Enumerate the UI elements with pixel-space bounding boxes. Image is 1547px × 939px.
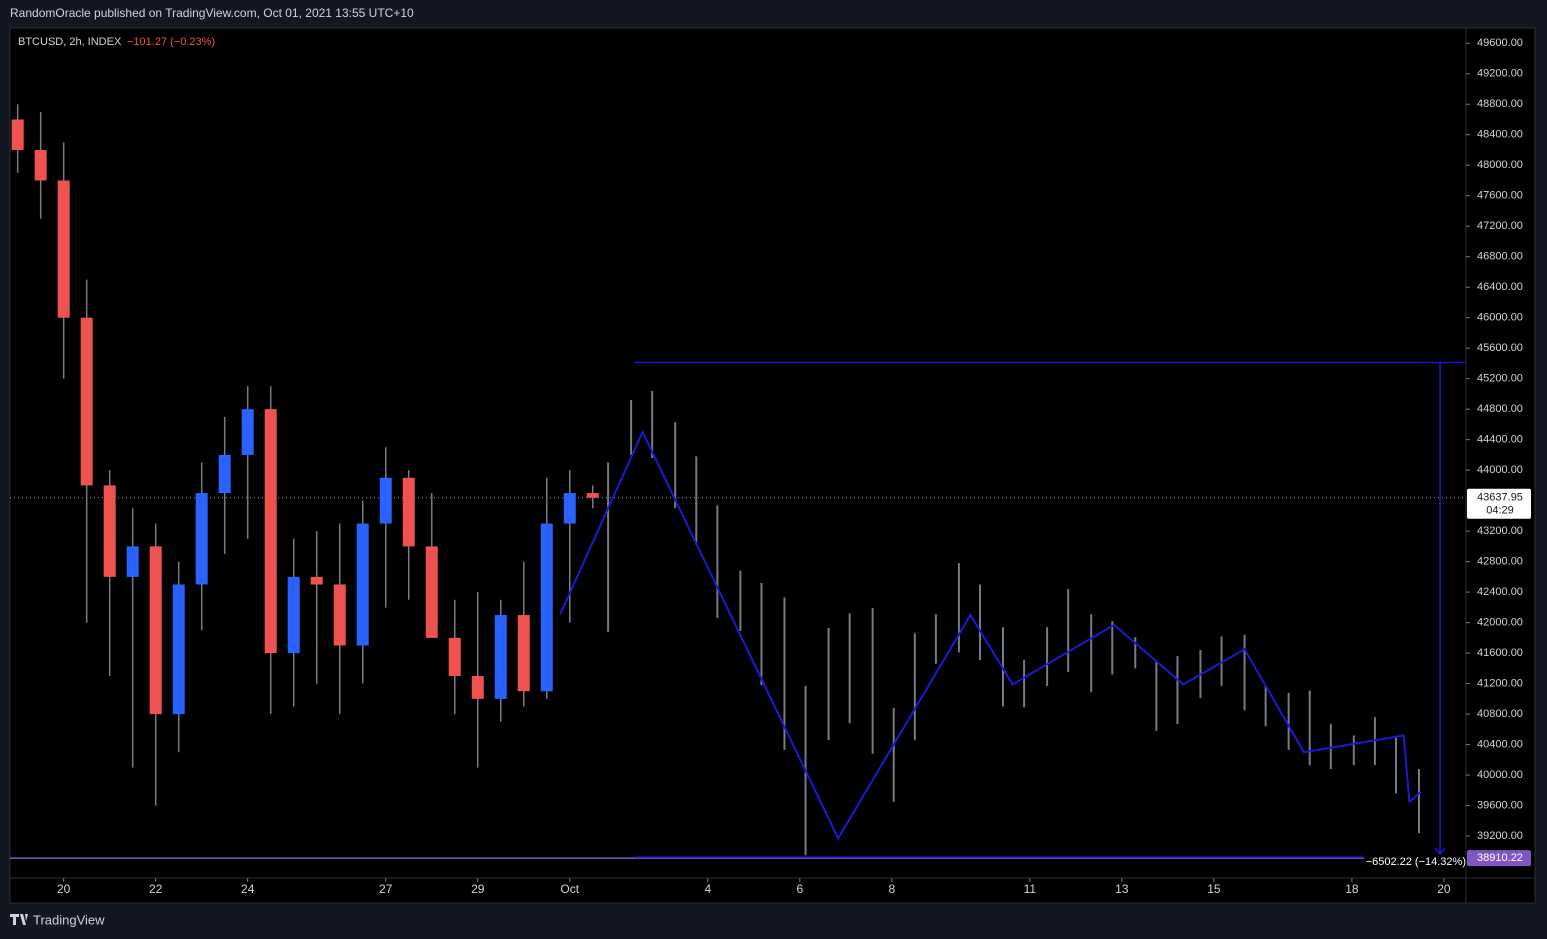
y-tick-label: 46800.00 bbox=[1477, 251, 1523, 263]
candle-body bbox=[195, 493, 208, 585]
x-tick-label: 27 bbox=[379, 882, 393, 896]
x-tick-label: 8 bbox=[888, 882, 895, 896]
logo bbox=[10, 914, 28, 925]
y-tick-label: 49200.00 bbox=[1477, 68, 1523, 80]
measure-label-bg bbox=[1364, 855, 1466, 870]
y-tick-label: 39200.00 bbox=[1477, 830, 1523, 842]
candle-body bbox=[563, 493, 576, 524]
symbol: BTCUSD, 2h, INDEX bbox=[18, 36, 122, 48]
x-tick-label: 13 bbox=[1115, 882, 1129, 896]
candle-body bbox=[57, 180, 70, 318]
y-tick-label: 45600.00 bbox=[1477, 342, 1523, 354]
y-tick-label: 42800.00 bbox=[1477, 556, 1523, 568]
y-tick-label: 44400.00 bbox=[1477, 434, 1523, 446]
y-tick-label: 49600.00 bbox=[1477, 37, 1523, 49]
y-tick-label: 44800.00 bbox=[1477, 403, 1523, 415]
y-tick-label: 46400.00 bbox=[1477, 281, 1523, 293]
y-tick-label: 48800.00 bbox=[1477, 98, 1523, 110]
support-price-box bbox=[1467, 850, 1531, 867]
x-tick-label: 6 bbox=[796, 882, 803, 896]
candle-body bbox=[34, 149, 47, 181]
footer-brand: TradingView bbox=[33, 912, 105, 927]
y-tick-label: 40800.00 bbox=[1477, 708, 1523, 720]
x-tick-label: 18 bbox=[1345, 882, 1359, 896]
candle-body bbox=[494, 614, 507, 699]
projection-path bbox=[559, 429, 1422, 841]
y-tick-label: 47600.00 bbox=[1477, 190, 1523, 202]
y-tick-label: 45200.00 bbox=[1477, 373, 1523, 385]
y-tick-label: 41600.00 bbox=[1477, 647, 1523, 659]
x-tick-label: Oct bbox=[560, 882, 579, 896]
candle-body bbox=[425, 546, 438, 638]
candle-body bbox=[218, 454, 231, 494]
candle-body bbox=[264, 409, 277, 654]
last-price-label: 43637.95 bbox=[1477, 492, 1523, 504]
candle-body bbox=[80, 317, 93, 486]
y-tick-label: 42000.00 bbox=[1477, 617, 1523, 629]
y-tick-label: 42400.00 bbox=[1477, 586, 1523, 598]
candle-body bbox=[402, 477, 415, 547]
candle-body bbox=[126, 546, 139, 577]
measure-label: −6502.22 (−14.32%) bbox=[1366, 856, 1466, 868]
x-tick-label: 20 bbox=[57, 882, 71, 896]
x-tick-label: 4 bbox=[704, 882, 711, 896]
y-tick-label: 47200.00 bbox=[1477, 220, 1523, 232]
candle-body bbox=[540, 523, 553, 692]
y-tick-label: 46000.00 bbox=[1477, 312, 1523, 324]
change: −101.27 (−0.23%) bbox=[127, 36, 215, 48]
candle-body bbox=[471, 675, 484, 699]
plot-frame bbox=[9, 27, 1536, 904]
candle-body bbox=[103, 485, 116, 577]
y-tick-label: 40400.00 bbox=[1477, 738, 1523, 750]
candle-body bbox=[586, 493, 599, 498]
candle-body bbox=[172, 584, 185, 715]
measure-arrow bbox=[1434, 847, 1446, 856]
x-tick-label: 20 bbox=[1437, 882, 1451, 896]
y-tick-label: 40000.00 bbox=[1477, 769, 1523, 781]
last-price-box bbox=[1467, 488, 1531, 519]
y-tick-label: 41200.00 bbox=[1477, 678, 1523, 690]
y-tick-label: 43200.00 bbox=[1477, 525, 1523, 537]
y-tick-label: 48000.00 bbox=[1477, 159, 1523, 171]
y-tick-label: 39600.00 bbox=[1477, 799, 1523, 811]
x-tick-label: 29 bbox=[471, 882, 485, 896]
y-tick-label: 48400.00 bbox=[1477, 129, 1523, 141]
candle-body bbox=[11, 119, 24, 150]
x-tick-label: 15 bbox=[1207, 882, 1221, 896]
candle-body bbox=[517, 614, 530, 692]
candle-body bbox=[310, 576, 323, 585]
candle-body bbox=[241, 409, 254, 455]
candle-body bbox=[356, 523, 369, 646]
candle-body bbox=[379, 477, 392, 524]
candle-body bbox=[149, 546, 162, 715]
support-price-label: 38910.22 bbox=[1477, 852, 1523, 864]
x-tick-label: 11 bbox=[1024, 882, 1037, 896]
x-tick-label: 24 bbox=[241, 882, 255, 896]
candle-body bbox=[333, 584, 346, 646]
countdown-label: 04:29 bbox=[1486, 505, 1514, 517]
publish-header: RandomOracle published on TradingView.co… bbox=[10, 6, 414, 20]
x-tick-label: 22 bbox=[149, 882, 163, 896]
candle-body bbox=[287, 576, 300, 654]
candle-body bbox=[448, 637, 461, 676]
y-tick-label: 44000.00 bbox=[1477, 464, 1523, 476]
